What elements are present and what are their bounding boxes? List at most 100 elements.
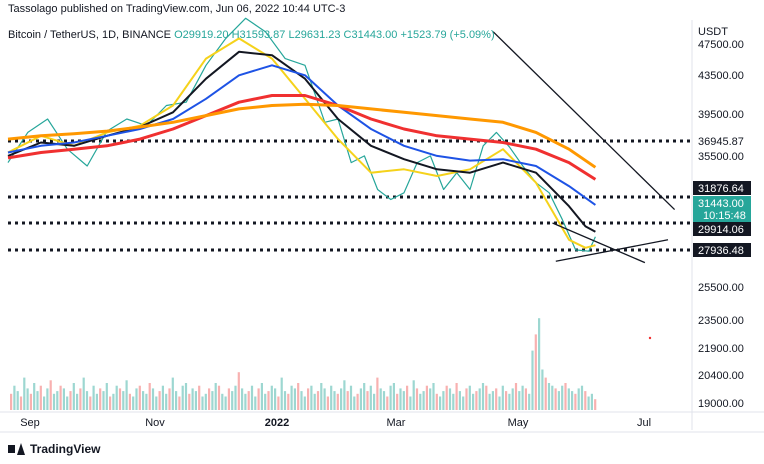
- volume-bar: [511, 388, 514, 410]
- volume-bar: [10, 393, 13, 410]
- volume-bar: [574, 393, 577, 410]
- volume-bar: [349, 385, 353, 410]
- trendline: [492, 31, 676, 211]
- volume-bar: [366, 391, 369, 410]
- volume-bar: [171, 377, 174, 410]
- volume-bar: [518, 391, 521, 410]
- volume-bar: [468, 385, 471, 410]
- volume-bar: [310, 385, 313, 410]
- volume-bar: [571, 391, 574, 410]
- price-tag-bg: [693, 196, 751, 222]
- volume-bar: [244, 393, 247, 410]
- volume-bar: [247, 391, 250, 410]
- x-axis: Sep Nov 2022 Mar May Jul: [20, 417, 651, 429]
- volume-bar: [122, 391, 125, 410]
- volume-bar: [267, 391, 270, 410]
- volume-bar: [491, 391, 494, 410]
- volume-bar: [531, 350, 534, 410]
- volume-bar: [33, 383, 36, 410]
- volume-bar: [76, 393, 79, 410]
- volume-bar: [307, 388, 310, 410]
- volume-bar: [227, 388, 230, 410]
- volume-bar: [234, 385, 237, 410]
- volume-bar: [217, 385, 221, 410]
- volume-bar: [59, 385, 62, 410]
- volume-bar: [528, 393, 531, 410]
- volume-bar: [201, 396, 204, 410]
- volume-bar: [475, 391, 478, 410]
- volume-bar: [363, 383, 366, 410]
- volume-bar: [264, 393, 267, 410]
- volume-bar: [538, 318, 541, 410]
- volume-bar: [330, 385, 333, 410]
- volume-bar: [521, 385, 524, 410]
- volume-bar: [382, 391, 386, 410]
- volume-bar: [274, 388, 277, 410]
- volume-bar: [168, 388, 171, 410]
- volume-bar: [184, 383, 188, 410]
- volume-bar: [208, 388, 211, 410]
- price-tag-bg: [693, 134, 751, 148]
- y-tick-label: 20400.00: [698, 370, 744, 382]
- volume-bar: [580, 385, 584, 410]
- volume-bar: [343, 380, 346, 410]
- volume-bar: [501, 385, 504, 410]
- symbol-legend: Bitcoin / TetherUS, 1D, BINANCE O29919.2…: [8, 29, 495, 41]
- volume-bar: [125, 380, 128, 410]
- volume-bar: [109, 396, 112, 410]
- volume-bar: [336, 393, 339, 410]
- volume-bar: [356, 393, 359, 410]
- price-tag-label: 36945.87: [698, 136, 744, 148]
- volume-bar: [188, 393, 191, 410]
- volume-bar: [102, 391, 105, 410]
- y-tick-label: 19000.00: [698, 398, 744, 410]
- volume-bar: [435, 393, 438, 410]
- volume-bar: [214, 383, 217, 410]
- volume-bar: [36, 391, 39, 410]
- volume-bar: [194, 391, 197, 410]
- volume-bar: [128, 393, 131, 410]
- volume-bar: [402, 391, 405, 410]
- volume-bar: [442, 391, 445, 410]
- volume-bar: [412, 380, 415, 410]
- publish-header: Tassolago published on TradingView.com, …: [8, 3, 346, 15]
- volume-bar: [161, 385, 164, 410]
- volume-bar: [498, 396, 501, 410]
- volume-bar: [409, 396, 412, 410]
- volume-bar: [280, 377, 283, 410]
- volume-bar: [544, 377, 547, 410]
- volume-bar: [221, 393, 224, 410]
- y-tick-label: 23500.00: [698, 315, 744, 327]
- volume-bar: [514, 383, 518, 410]
- volume-bar: [594, 399, 597, 410]
- volume-bar: [158, 391, 161, 410]
- volume-bar: [26, 388, 29, 410]
- volume-bar: [250, 385, 254, 410]
- volume-bar: [495, 388, 498, 410]
- volume-bar: [399, 388, 402, 410]
- volume-bar: [112, 393, 115, 410]
- volume-bar: [132, 396, 135, 410]
- series-lines: [7, 17, 597, 252]
- volume-bar: [419, 393, 422, 410]
- volume-bar: [257, 388, 260, 410]
- volume-bar: [379, 388, 382, 410]
- volume-bar: [478, 388, 481, 410]
- footer-brand: TradingView: [8, 442, 100, 456]
- volume-bar: [46, 388, 49, 410]
- volume-bar: [56, 391, 59, 410]
- volume-bar: [448, 388, 452, 410]
- volume-bar: [79, 388, 82, 410]
- series-ema-blue: [7, 64, 596, 206]
- volume-bar: [452, 393, 455, 410]
- volume-bar: [373, 393, 376, 410]
- volume-bar: [313, 393, 316, 410]
- trendlines: [492, 31, 676, 264]
- volume-bar: [564, 383, 567, 410]
- volume-bar: [181, 385, 184, 410]
- volume-bar: [554, 388, 557, 410]
- volume-bar: [389, 385, 392, 410]
- price-tag-bg: [693, 181, 751, 195]
- volume-bar: [115, 385, 118, 410]
